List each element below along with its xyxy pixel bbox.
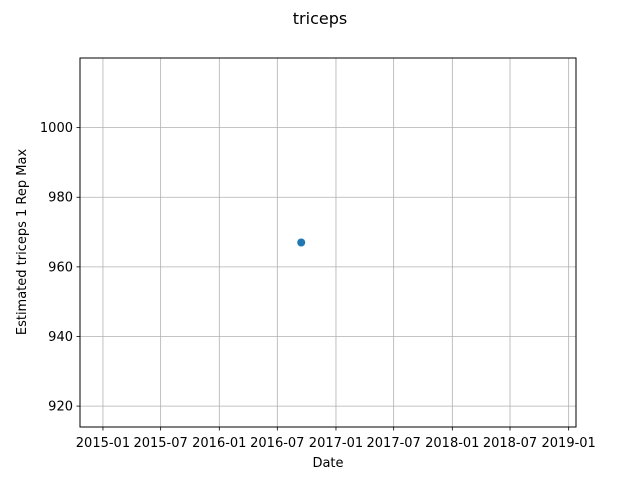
x-tick-label: 2015-07 <box>133 436 187 451</box>
x-tick-label: 2017-01 <box>309 436 363 451</box>
x-tick-label: 2017-07 <box>367 436 421 451</box>
x-axis-label: Date <box>312 456 343 471</box>
x-tick-label: 2015-01 <box>76 436 130 451</box>
chart-title: triceps <box>293 9 347 28</box>
x-tick-label: 2019-01 <box>542 436 596 451</box>
x-axis: 2015-01 2015-07 2016-01 2016-07 2017-01 2017-… <box>76 427 596 451</box>
plot-area <box>79 57 577 428</box>
x-tick-label: 2018-07 <box>483 436 537 451</box>
data-point <box>297 238 306 247</box>
y-tick-label: 920 <box>48 400 73 415</box>
y-tick-label: 960 <box>48 260 73 275</box>
y-axis-label: Estimated triceps 1 Rep Max <box>15 149 30 336</box>
y-tick-label: 1000 <box>40 121 73 136</box>
x-tick-label: 2018-01 <box>425 436 479 451</box>
grid <box>80 58 576 427</box>
y-tick-label: 980 <box>48 191 73 206</box>
y-tick-label: 940 <box>48 330 73 345</box>
x-tick-label: 2016-01 <box>192 436 246 451</box>
x-tick-label: 2016-07 <box>250 436 304 451</box>
data-points <box>297 238 306 247</box>
y-axis: 920 940 960 980 1000 <box>40 121 80 415</box>
